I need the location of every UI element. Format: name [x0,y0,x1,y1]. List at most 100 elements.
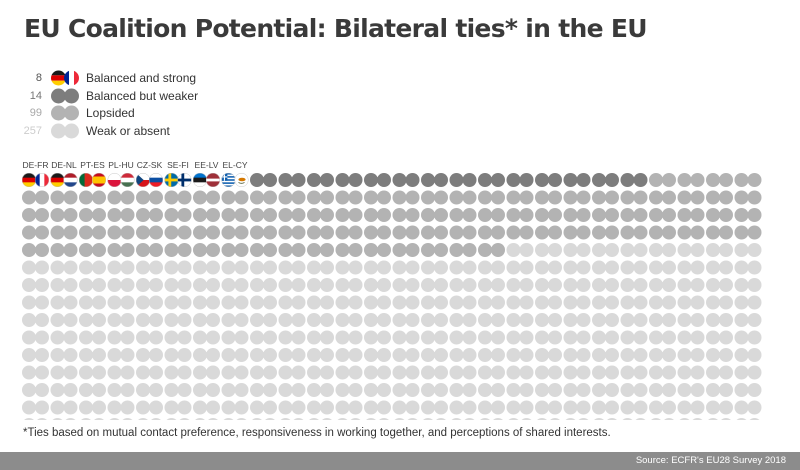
tie-dot-right [348,278,363,292]
tie-dot-right [263,278,277,292]
tie-dot-left [278,243,293,257]
tie-dot-left [221,190,236,205]
tie-dot-left [677,400,692,415]
tie-dot-left [50,225,65,240]
tie-cell [535,190,562,205]
tie-dot-left [335,260,350,275]
tie-dot-left [706,400,720,415]
tie-dot-right [633,348,648,362]
tie-cell [392,208,420,222]
tie-dot-left [193,278,207,292]
tie-dot-left [107,313,122,327]
tie-dot-right [377,278,391,292]
tie-dot-left [250,383,264,397]
tie-dot-right [664,418,674,420]
tie-dot-left [677,243,692,257]
tie-cell [592,173,619,187]
tie-dot-left [478,243,492,257]
tie-dot-right [462,295,477,310]
tie-cell [335,243,363,257]
tie-dot-left [677,383,692,397]
tie-dot-right [576,295,591,310]
tie-cell [677,260,705,275]
tie-dot-right [263,190,277,205]
tie-dot-right [576,190,591,205]
tie-dot-right [434,260,448,275]
tie-dot-right [291,365,306,380]
tie-dot-left [449,243,464,257]
tie-dot-right [405,400,420,415]
tie-cell [164,278,192,292]
tie-dot-right [92,313,106,327]
tie-dot-right [377,383,391,397]
tie-cell [423,418,446,420]
tie-dot-left [478,278,492,292]
tie-dot-right [548,243,562,257]
tie-dot-left [79,348,93,362]
tie-dot-right [548,313,562,327]
tie-dot-left [649,400,663,415]
tie-dot-left [677,260,692,275]
tie-cell [706,173,733,187]
tie-cell [734,225,762,240]
tie-dot-right [462,225,477,240]
tie-dot-right [519,190,534,205]
tie-dot-right [405,243,420,257]
tie-cell [706,348,733,362]
tie-dot-right [120,243,135,257]
tie-cell [563,225,591,240]
tie-dot-right [548,383,562,397]
tie-dot-right [149,365,163,380]
tie-dot-right [491,190,505,205]
tie-dot-left [307,225,321,240]
tie-dot-left [107,400,122,415]
legend-item-balanced-strong: 8 Balanced and strong [20,70,320,88]
tie-cell [193,243,220,257]
tie-dot-right [348,190,363,205]
tie-cell [335,260,363,275]
tie-dot-right [576,260,591,275]
tie-cell [50,348,78,362]
tie-dot-left [622,418,633,420]
tie-cell [337,418,361,420]
tie-dot-left [620,400,635,415]
tie-dot-left [478,383,492,397]
tie-dot-right [576,225,591,240]
tie-cell [594,418,617,420]
tie-cell [107,260,135,275]
tie-dot-right [293,418,304,420]
tie-dot-right [548,295,562,310]
tie-cell [535,208,562,222]
tie-cell [335,313,363,327]
tie-dot-left [107,190,122,205]
tie-dot-right [662,243,676,257]
tie-cell [307,243,334,257]
tie-dot-right [434,348,448,362]
tie-cell [307,173,334,187]
tie-dot-right [291,190,306,205]
tie-dot-left [335,330,350,345]
tie-dot-right [320,295,334,310]
tie-dot-left [136,278,150,292]
tie-dot-left [22,365,36,380]
tie-dot-right [377,208,391,222]
tie-dot-right [234,383,249,397]
tie-cell [193,400,220,415]
tie-dot-right [120,365,135,380]
tie-dot-right [692,418,703,420]
tie-cell [193,278,220,292]
tie-dot-right [35,330,49,345]
tie-dot-right [519,295,534,310]
tie-cell [364,330,391,345]
pair-label: CZ-SK [137,160,163,170]
tie-dot-right [177,313,192,327]
tie-dot-left [250,330,264,345]
tie-cell [706,260,733,275]
tie-cell [164,365,192,380]
tie-dot-left [107,208,122,222]
tie-dot-left [107,243,122,257]
tie-dot-right [149,243,163,257]
tie-dot-left [392,365,407,380]
tie-cell [22,348,49,362]
tie-dot-left [508,418,519,420]
